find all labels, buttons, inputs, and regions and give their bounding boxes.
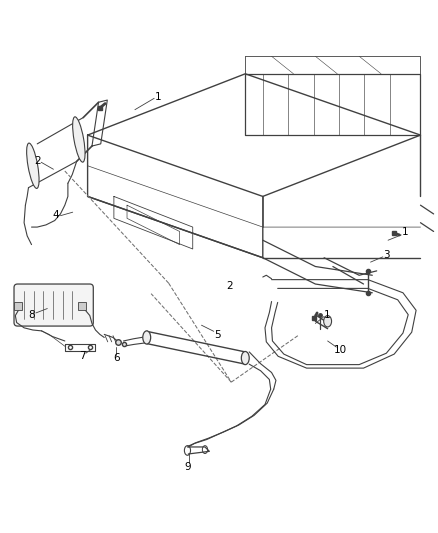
- Text: 10: 10: [334, 345, 347, 355]
- Ellipse shape: [27, 143, 39, 189]
- Ellipse shape: [324, 316, 332, 327]
- Text: 5: 5: [214, 330, 221, 340]
- FancyBboxPatch shape: [14, 284, 93, 326]
- Bar: [78, 302, 86, 310]
- Text: 9: 9: [184, 462, 191, 472]
- Text: 8: 8: [28, 310, 35, 320]
- Text: 1: 1: [324, 310, 331, 320]
- Text: 4: 4: [53, 210, 60, 220]
- Ellipse shape: [73, 117, 85, 162]
- Ellipse shape: [241, 351, 249, 365]
- Text: 6: 6: [113, 353, 120, 364]
- Text: 7: 7: [79, 351, 86, 361]
- Text: 1: 1: [402, 228, 409, 237]
- Text: 2: 2: [226, 281, 233, 291]
- Text: 3: 3: [383, 250, 390, 260]
- Text: 2: 2: [34, 156, 41, 166]
- Bar: [14, 302, 22, 310]
- Ellipse shape: [143, 331, 151, 344]
- Text: 1: 1: [154, 92, 161, 102]
